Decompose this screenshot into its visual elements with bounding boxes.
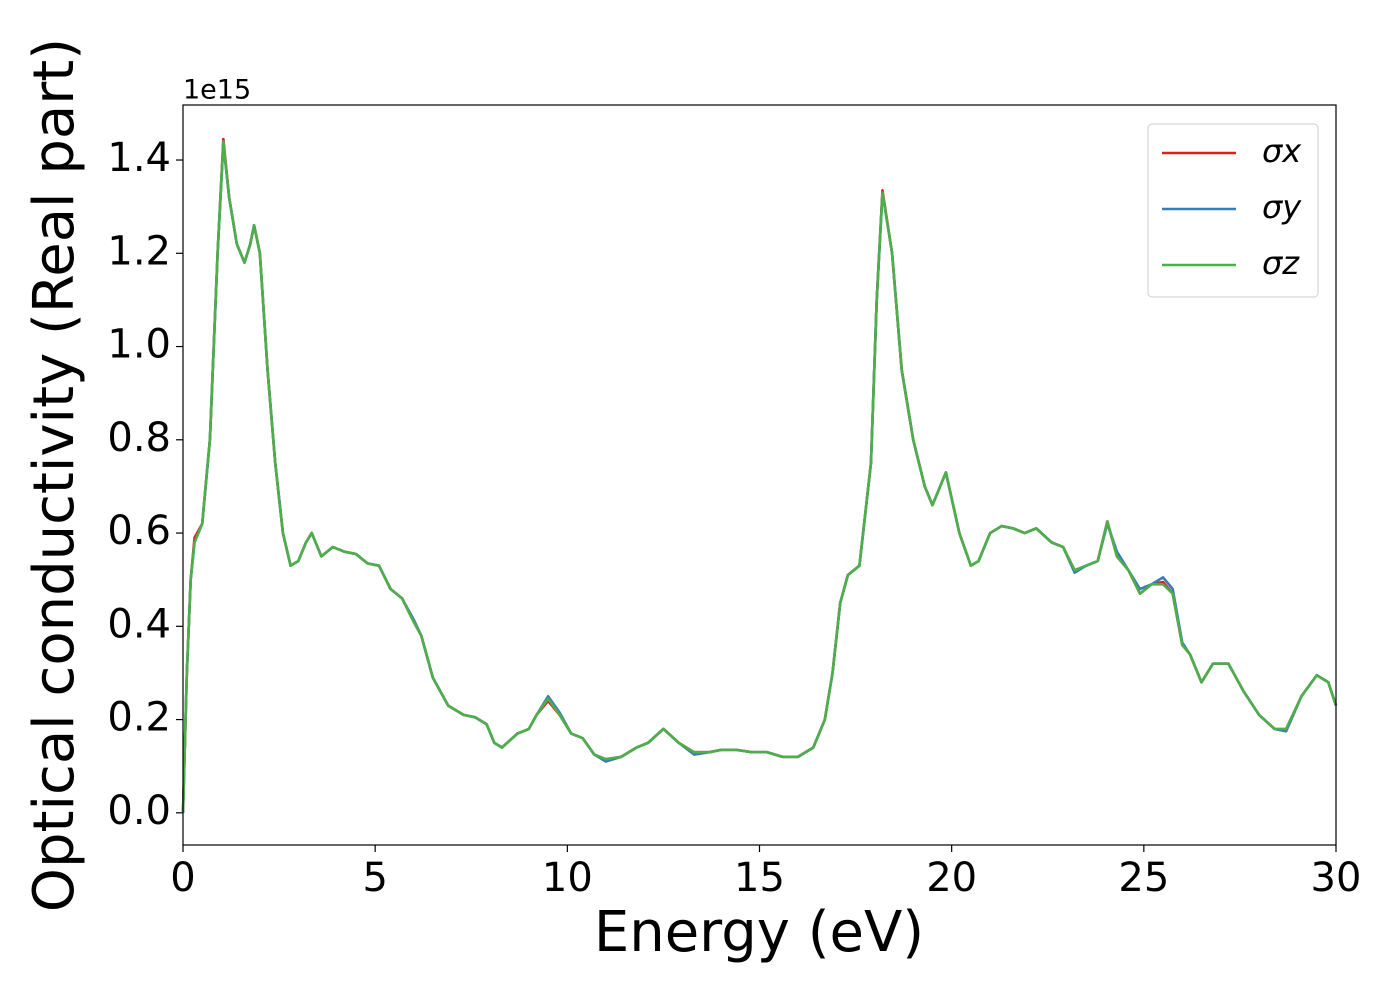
plot-frame — [182, 104, 1337, 846]
legend-label: σz — [1262, 244, 1300, 282]
legend-box — [1147, 123, 1319, 298]
legend-label: σx — [1262, 132, 1302, 170]
x-tick-label: 30 — [1311, 855, 1362, 901]
legend-label: σy — [1262, 188, 1302, 226]
x-tick-label: 0 — [170, 855, 195, 901]
y-tick-label: 0.4 — [107, 601, 171, 647]
x-tick-label: 20 — [926, 855, 977, 901]
y-tick-label: 1.2 — [107, 228, 171, 274]
x-tick-label: 15 — [734, 855, 785, 901]
y-axis-label: Optical conductivity (Real part) — [22, 38, 87, 912]
series-line — [181, 140, 1338, 813]
x-axis-label: Energy (eV) — [594, 900, 924, 965]
y-tick-label: 0.2 — [107, 695, 171, 741]
y-tick-label: 1.0 — [107, 322, 171, 368]
offset-label: 1e15 — [183, 75, 251, 106]
y-tick-label: 1.4 — [107, 135, 171, 181]
x-tick-label: 5 — [362, 855, 387, 901]
y-tick-label: 0.6 — [107, 508, 171, 554]
y-tick-label: 0.0 — [107, 788, 171, 834]
x-tick-label: 25 — [1118, 855, 1169, 901]
y-tick-label: 0.8 — [107, 415, 171, 461]
x-tick-label: 10 — [542, 855, 593, 901]
